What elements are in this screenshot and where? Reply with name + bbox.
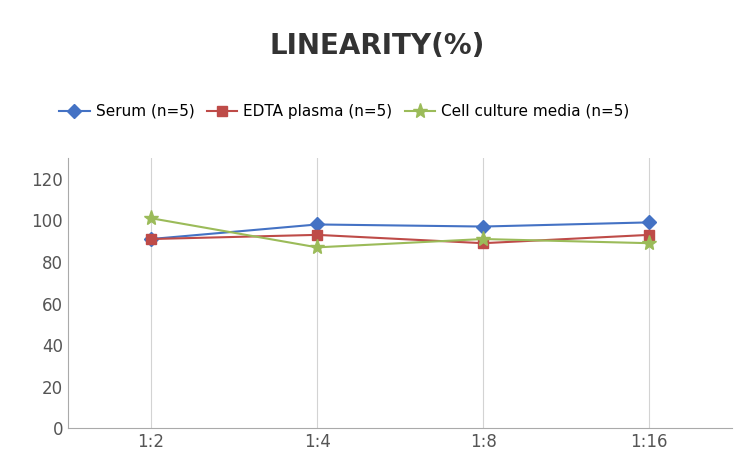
Cell culture media (n=5): [313, 244, 322, 250]
Serum (n=5): [146, 236, 156, 242]
Serum (n=5): [479, 224, 488, 229]
Cell culture media (n=5): [645, 240, 654, 246]
Cell culture media (n=5): [479, 236, 488, 242]
Cell culture media (n=5): [146, 216, 156, 221]
Text: LINEARITY(%): LINEARITY(%): [270, 32, 485, 60]
Legend: Serum (n=5), EDTA plasma (n=5), Cell culture media (n=5): Serum (n=5), EDTA plasma (n=5), Cell cul…: [53, 98, 636, 125]
Serum (n=5): [313, 222, 322, 227]
EDTA plasma (n=5): [146, 236, 156, 242]
Serum (n=5): [645, 220, 654, 225]
EDTA plasma (n=5): [313, 232, 322, 238]
Line: EDTA plasma (n=5): EDTA plasma (n=5): [146, 230, 654, 248]
EDTA plasma (n=5): [479, 240, 488, 246]
EDTA plasma (n=5): [645, 232, 654, 238]
Line: Serum (n=5): Serum (n=5): [146, 217, 654, 244]
Line: Cell culture media (n=5): Cell culture media (n=5): [143, 211, 657, 255]
